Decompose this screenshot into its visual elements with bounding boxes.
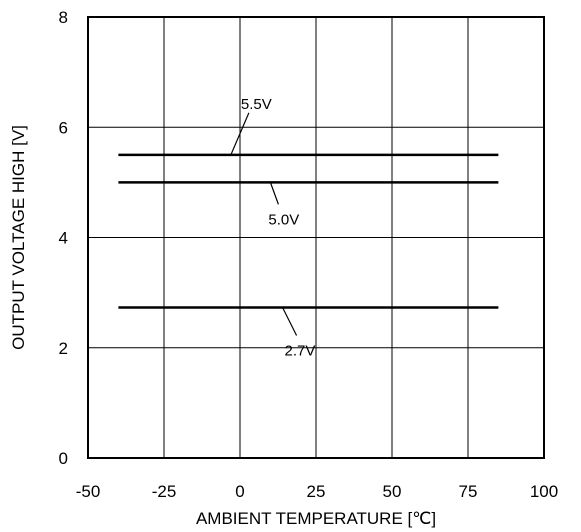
- y-tick-label: 8: [59, 8, 68, 27]
- x-tick-label: -50: [76, 482, 101, 501]
- x-tick-label: 100: [530, 482, 558, 501]
- x-tick-label: 0: [235, 482, 244, 501]
- series-label: 5.0V: [268, 211, 299, 228]
- plot-frame: [87, 16, 545, 459]
- y-tick-label: 0: [59, 449, 68, 468]
- y-tick-labels: 0 2 4 6 8: [59, 8, 68, 468]
- y-tick-label: 2: [59, 339, 68, 358]
- series-leader-line: [282, 307, 298, 336]
- x-axis-title: AMBIENT TEMPERATURE [℃]: [196, 509, 436, 528]
- series-leader-line: [230, 112, 250, 156]
- y-axis-title: OUTPUT VOLTAGE HIGH [V]: [9, 125, 28, 350]
- x-tick-label: -25: [152, 482, 177, 501]
- x-tick-label: 25: [307, 482, 326, 501]
- x-tick-label: 50: [383, 482, 402, 501]
- grid: [88, 17, 544, 458]
- x-tick-labels: -50 -25 0 25 50 75 100: [76, 482, 558, 501]
- x-tick-label: 75: [459, 482, 478, 501]
- series-label: 5.5V: [241, 96, 272, 113]
- y-tick-label: 6: [59, 118, 68, 137]
- series-label: 2.7V: [285, 343, 316, 360]
- series-leader-line: [269, 182, 279, 205]
- y-tick-label: 4: [59, 229, 68, 248]
- series-layer: 5.5V 5.0V 2.7V: [118, 96, 499, 360]
